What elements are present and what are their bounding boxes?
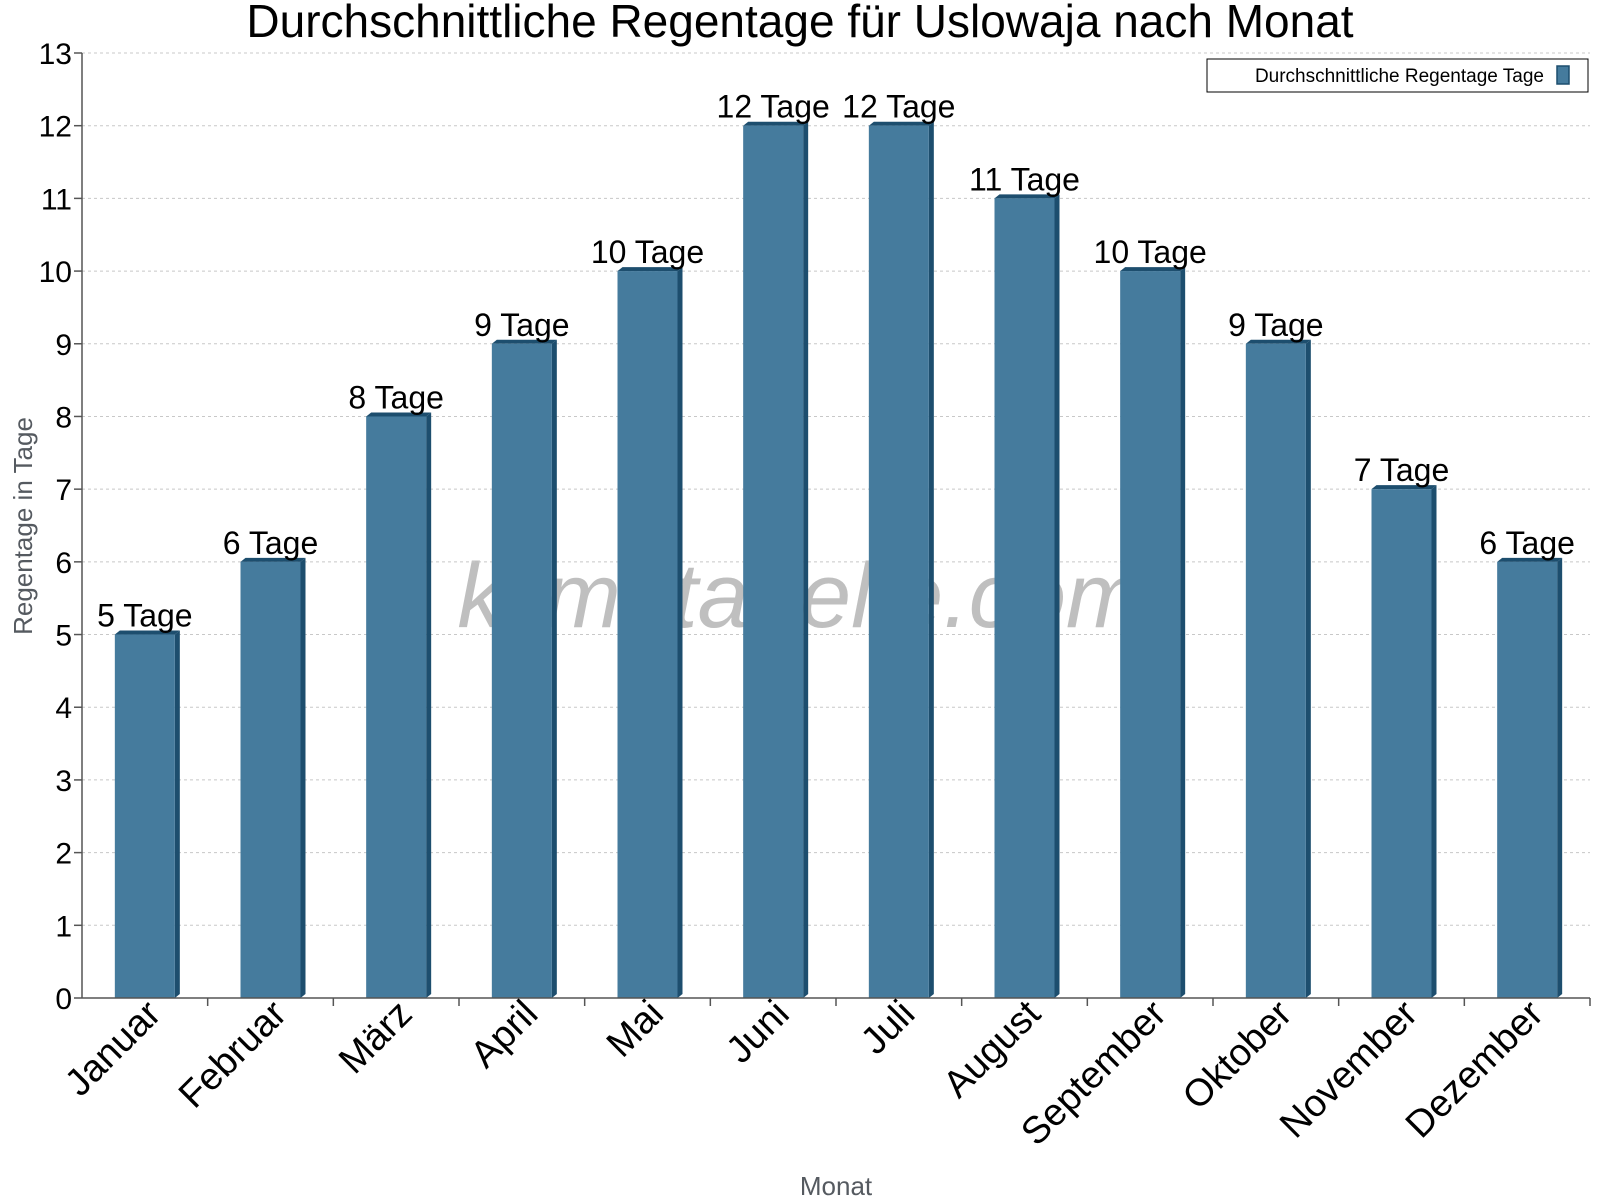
bar-side [1557, 557, 1563, 998]
x-tick-label: Juli [853, 993, 923, 1063]
bar [1120, 267, 1186, 999]
bar-front [491, 343, 552, 998]
legend: Durchschnittliche Regentage Tage [1206, 58, 1589, 93]
data-label: 10 Tage [1094, 234, 1207, 270]
data-label: 12 Tage [842, 89, 955, 125]
bar-side [300, 557, 306, 998]
y-tick-label: 4 [55, 692, 72, 725]
bar [743, 121, 809, 998]
bar-top [240, 557, 306, 562]
bar-side [1431, 485, 1437, 999]
y-tick-label: 10 [39, 256, 72, 289]
data-label: 11 Tage [969, 161, 1080, 197]
data-label: 6 Tage [223, 525, 319, 561]
bar-top [617, 267, 683, 272]
bar-top [868, 121, 934, 126]
y-tick-label: 8 [55, 401, 72, 434]
bar-front [1497, 561, 1558, 998]
bar [491, 339, 557, 998]
bar-top [743, 121, 809, 126]
data-label: 10 Tage [591, 234, 704, 270]
gridlines [74, 52, 1590, 999]
bar [868, 121, 934, 998]
data-label: 7 Tage [1354, 452, 1450, 488]
data-label: 8 Tage [348, 379, 444, 415]
bar-side [1180, 267, 1186, 999]
data-label: 9 Tage [1228, 307, 1324, 343]
bar-front [617, 271, 678, 999]
bar [1245, 339, 1311, 998]
bar-front [366, 416, 427, 998]
legend-swatch [1556, 65, 1570, 85]
x-axis-title: Monat [800, 1171, 873, 1200]
bar-top [994, 194, 1060, 199]
y-axis-title: Regentage in Tage [8, 417, 38, 635]
bar-side [174, 630, 180, 998]
bar-top [366, 412, 432, 417]
bar-top [1497, 557, 1563, 562]
bar-side [1054, 194, 1060, 998]
bar-side [677, 267, 683, 999]
bar-front [114, 634, 175, 998]
y-tick-label: 1 [55, 910, 72, 943]
legend-box [1206, 58, 1589, 93]
bar [366, 412, 432, 998]
bar [994, 194, 1060, 998]
data-label: 6 Tage [1479, 525, 1575, 561]
bar-top [491, 339, 557, 344]
bar-front [1120, 271, 1181, 999]
y-tick-label: 6 [55, 547, 72, 580]
x-tick-label: April [463, 993, 546, 1076]
bar-side [928, 121, 934, 998]
x-tick-label: Oktober [1175, 992, 1301, 1118]
legend-label: Durchschnittliche Regentage Tage [1255, 66, 1544, 87]
y-tick-label: 5 [55, 620, 72, 653]
bar-side [551, 339, 557, 998]
bar-front [1371, 489, 1432, 998]
y-tick-label: 2 [55, 838, 72, 871]
y-tick-label: 7 [55, 474, 72, 507]
data-label: 9 Tage [474, 307, 570, 343]
data-label: 12 Tage [717, 89, 830, 125]
x-tick-label: August [936, 992, 1050, 1106]
bar [240, 557, 306, 998]
y-tick-label: 3 [55, 765, 72, 798]
bar [617, 267, 683, 999]
y-tick-label: 0 [55, 983, 72, 1016]
bar-top [114, 630, 180, 635]
bar [114, 630, 180, 998]
x-tick-labels: Januar Februar März April Mai Juni Juli AugustS… [57, 992, 1591, 1154]
y-tick-label: 12 [39, 111, 72, 144]
data-labels: 5 Tage 6 Tage 8 Tage 9 Tage 10 Tage 12 Tage 12… [97, 89, 1575, 634]
chart-title: Durchschnittliche Regentage für Uslowaja… [246, 0, 1353, 47]
y-tick-label: 9 [55, 329, 72, 362]
x-tick-label: Januar [57, 992, 169, 1104]
x-tick-label: November [1272, 992, 1426, 1146]
bar [1497, 557, 1563, 998]
bar-front [743, 125, 804, 998]
bar-top [1245, 339, 1311, 344]
bar-side [426, 412, 432, 998]
bar-side [1305, 339, 1311, 998]
y-tick-label: 13 [39, 38, 72, 71]
bar [1371, 485, 1437, 999]
data-label: 5 Tage [97, 598, 193, 634]
bar-side [803, 121, 809, 998]
bar-front [868, 125, 929, 998]
x-tick-label: Mai [599, 993, 672, 1066]
bars [114, 121, 1563, 999]
x-tick-label: Juni [719, 993, 798, 1072]
x-tick-label: Dezember [1398, 992, 1552, 1146]
bar-front [240, 561, 301, 998]
bar-front [994, 198, 1055, 998]
bar-top [1120, 267, 1186, 272]
y-tick-label: 11 [41, 183, 72, 216]
x-tick-label: März [331, 993, 420, 1082]
bar-front [1245, 343, 1306, 998]
bar-top [1371, 485, 1437, 490]
x-tick-label: Februar [171, 992, 295, 1116]
